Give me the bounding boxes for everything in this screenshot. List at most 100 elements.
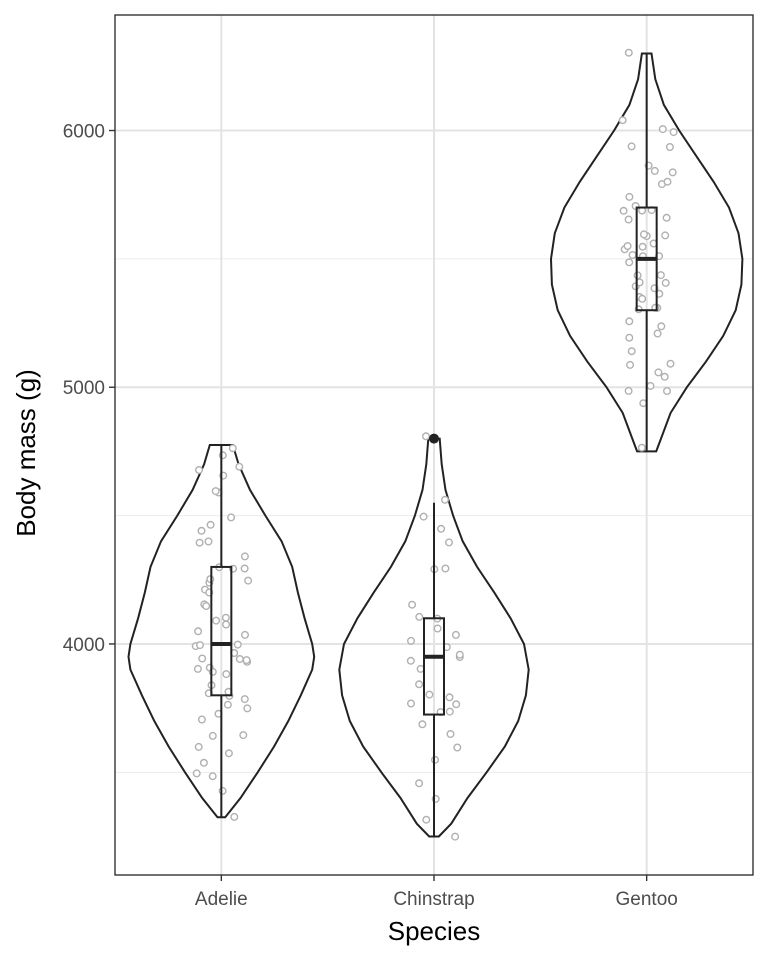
data-point xyxy=(433,624,442,633)
data-point xyxy=(625,258,634,267)
data-point xyxy=(222,620,231,629)
data-point xyxy=(441,495,450,504)
data-point xyxy=(654,368,663,377)
data-point xyxy=(228,444,237,453)
data-point xyxy=(422,432,431,441)
data-point xyxy=(446,730,455,739)
data-point xyxy=(662,213,671,222)
data-point xyxy=(668,168,677,177)
data-point xyxy=(665,142,674,151)
data-point xyxy=(195,538,204,547)
outlier-point xyxy=(429,433,439,444)
data-point xyxy=(657,322,666,331)
x-axis-title: Species xyxy=(388,916,481,946)
data-point xyxy=(211,487,220,496)
data-point xyxy=(239,731,248,740)
data-point xyxy=(415,779,424,788)
data-point xyxy=(626,360,635,369)
data-point xyxy=(618,116,627,125)
data-point xyxy=(242,656,251,665)
violin-adelie xyxy=(127,444,316,819)
data-point xyxy=(663,177,672,186)
data-point xyxy=(204,537,213,546)
data-point xyxy=(199,758,208,767)
data-point xyxy=(197,526,206,535)
data-point xyxy=(627,142,636,151)
data-point xyxy=(230,812,239,821)
data-point xyxy=(656,271,665,280)
data-point xyxy=(407,699,416,708)
data-point xyxy=(624,386,633,395)
data-point xyxy=(441,564,450,573)
data-point xyxy=(624,215,633,224)
data-point xyxy=(661,231,670,240)
x-tick-label: Gentoo xyxy=(616,889,678,910)
data-point xyxy=(416,664,425,673)
data-point xyxy=(233,640,242,649)
data-point xyxy=(212,616,221,625)
data-point xyxy=(663,387,672,396)
data-point xyxy=(206,520,215,529)
data-point xyxy=(198,654,207,663)
y-tick-label: 4000 xyxy=(63,635,105,656)
x-tick-label: Adelie xyxy=(195,889,248,910)
boxplots xyxy=(210,53,658,837)
data-point xyxy=(625,317,634,326)
data-point xyxy=(408,600,417,609)
data-point xyxy=(639,230,648,239)
data-point xyxy=(208,772,217,781)
data-point xyxy=(451,630,460,639)
data-point xyxy=(192,769,201,778)
data-point xyxy=(240,695,249,704)
data-point xyxy=(406,656,415,665)
data-point xyxy=(445,693,454,702)
jitter-points xyxy=(191,48,678,841)
data-point xyxy=(452,700,461,709)
y-tick-label: 5000 xyxy=(63,378,105,399)
data-point xyxy=(218,786,227,795)
data-point xyxy=(437,524,446,533)
data-point xyxy=(660,372,669,381)
data-point xyxy=(407,636,416,645)
data-point xyxy=(445,538,454,547)
data-point xyxy=(244,576,253,585)
data-point xyxy=(422,815,431,824)
data-point xyxy=(628,250,637,259)
data-point xyxy=(624,48,633,57)
data-point xyxy=(235,462,244,471)
box-adelie xyxy=(210,565,233,697)
data-point xyxy=(619,206,628,215)
data-point xyxy=(221,613,230,622)
data-point xyxy=(202,602,211,611)
data-point xyxy=(625,333,634,342)
data-point xyxy=(658,125,667,134)
data-point xyxy=(197,715,206,724)
violin-gentoo xyxy=(549,52,744,453)
data-point xyxy=(415,612,424,621)
data-point xyxy=(627,347,636,356)
data-point xyxy=(193,664,202,673)
data-point xyxy=(224,749,233,758)
data-point xyxy=(625,192,634,201)
data-point xyxy=(650,166,659,175)
y-axis-title: Body mass (g) xyxy=(11,369,41,537)
data-point xyxy=(661,278,670,287)
data-point xyxy=(243,704,252,713)
data-point xyxy=(451,832,460,841)
box-chinstrap xyxy=(423,617,445,716)
data-point xyxy=(223,700,232,709)
data-point xyxy=(194,627,203,636)
data-point xyxy=(222,670,231,679)
data-point xyxy=(639,399,648,408)
data-point xyxy=(240,552,249,561)
data-point xyxy=(206,575,215,584)
data-point xyxy=(240,630,249,639)
data-point xyxy=(455,650,464,659)
y-tick-label: 6000 xyxy=(63,122,105,143)
data-point xyxy=(195,641,204,650)
data-point xyxy=(637,443,646,452)
data-point xyxy=(240,564,249,573)
x-tick-label: Chinstrap xyxy=(393,889,474,910)
